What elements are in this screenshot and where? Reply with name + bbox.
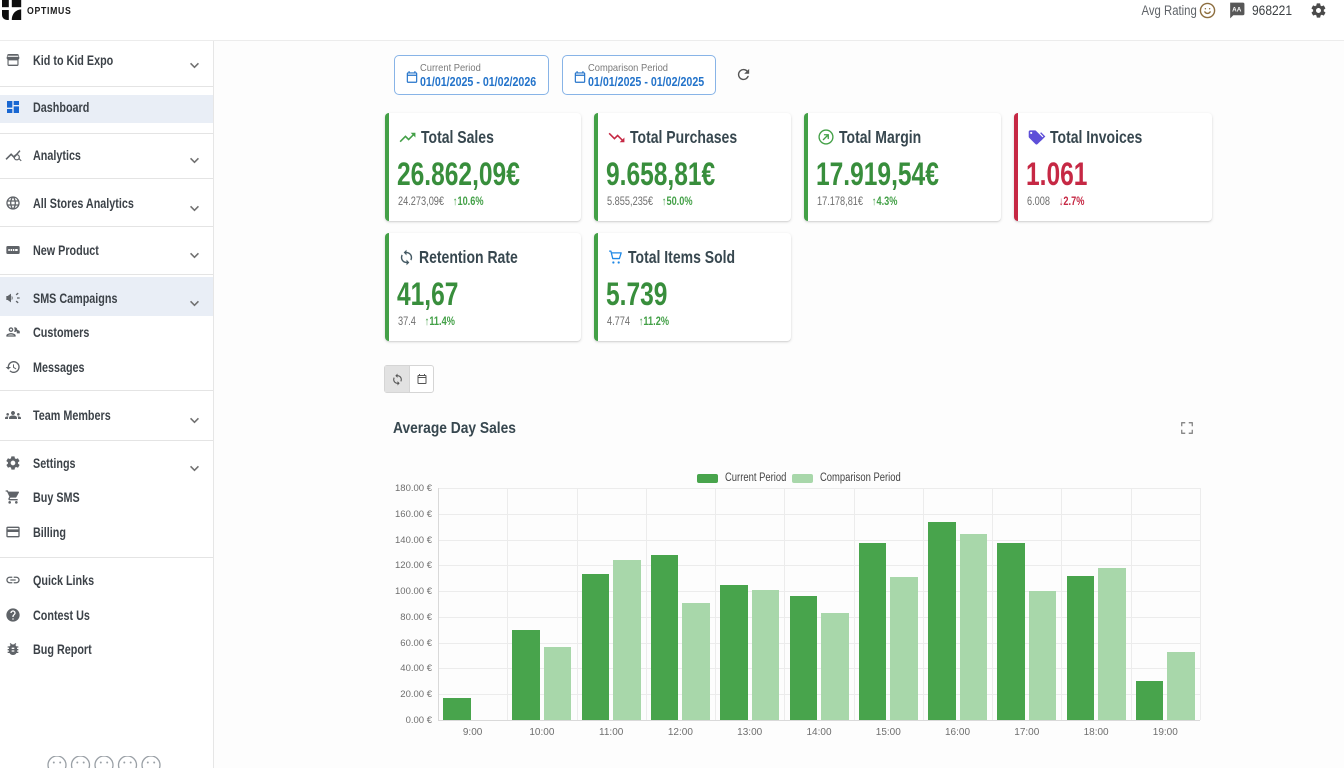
svg-text:AA: AA <box>1232 7 1242 14</box>
